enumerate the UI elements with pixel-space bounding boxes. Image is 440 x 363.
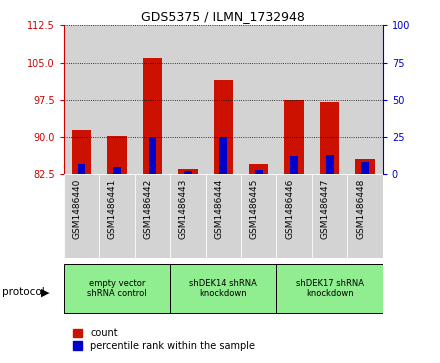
Bar bbox=[113, 167, 121, 174]
Bar bbox=[107, 136, 127, 174]
Bar bbox=[77, 164, 85, 174]
Bar bbox=[135, 174, 170, 258]
Text: GSM1486446: GSM1486446 bbox=[285, 178, 294, 239]
Text: GSM1486448: GSM1486448 bbox=[356, 178, 365, 239]
Bar bbox=[320, 102, 339, 174]
Bar bbox=[312, 174, 347, 258]
Bar bbox=[135, 25, 170, 174]
Text: ▶: ▶ bbox=[41, 287, 49, 297]
Text: GSM1486447: GSM1486447 bbox=[321, 178, 330, 239]
Bar bbox=[276, 264, 383, 313]
Bar bbox=[249, 164, 268, 174]
Bar bbox=[220, 137, 227, 174]
Bar bbox=[170, 25, 205, 174]
Bar bbox=[178, 169, 198, 174]
Bar bbox=[276, 25, 312, 174]
Text: GSM1486441: GSM1486441 bbox=[108, 178, 117, 239]
Bar bbox=[284, 100, 304, 174]
Bar bbox=[326, 155, 334, 174]
Text: GSM1486443: GSM1486443 bbox=[179, 178, 188, 239]
Bar bbox=[347, 25, 383, 174]
Bar bbox=[99, 174, 135, 258]
Bar bbox=[241, 174, 276, 258]
Text: shDEK17 shRNA
knockdown: shDEK17 shRNA knockdown bbox=[296, 279, 363, 298]
Bar bbox=[170, 264, 276, 313]
Bar bbox=[290, 156, 298, 174]
Text: GSM1486440: GSM1486440 bbox=[73, 178, 81, 239]
Bar bbox=[184, 171, 192, 174]
Bar bbox=[143, 58, 162, 174]
Bar bbox=[205, 25, 241, 174]
Bar bbox=[347, 174, 383, 258]
Bar bbox=[149, 137, 156, 174]
Bar bbox=[361, 162, 369, 174]
Bar bbox=[356, 159, 375, 174]
Bar bbox=[64, 25, 99, 174]
Bar bbox=[312, 25, 347, 174]
Title: GDS5375 / ILMN_1732948: GDS5375 / ILMN_1732948 bbox=[141, 10, 305, 23]
Bar bbox=[205, 174, 241, 258]
Bar bbox=[64, 174, 99, 258]
Bar bbox=[276, 174, 312, 258]
Bar bbox=[64, 264, 170, 313]
Bar bbox=[241, 25, 276, 174]
Bar bbox=[99, 25, 135, 174]
Text: empty vector
shRNA control: empty vector shRNA control bbox=[87, 279, 147, 298]
Bar bbox=[213, 80, 233, 174]
Text: shDEK14 shRNA
knockdown: shDEK14 shRNA knockdown bbox=[189, 279, 257, 298]
Legend: count, percentile rank within the sample: count, percentile rank within the sample bbox=[69, 324, 259, 355]
Text: GSM1486442: GSM1486442 bbox=[143, 178, 152, 238]
Text: protocol: protocol bbox=[2, 287, 45, 297]
Text: GSM1486445: GSM1486445 bbox=[250, 178, 259, 239]
Bar bbox=[170, 174, 205, 258]
Text: GSM1486444: GSM1486444 bbox=[214, 178, 223, 238]
Bar bbox=[255, 170, 263, 174]
Bar bbox=[72, 130, 91, 174]
